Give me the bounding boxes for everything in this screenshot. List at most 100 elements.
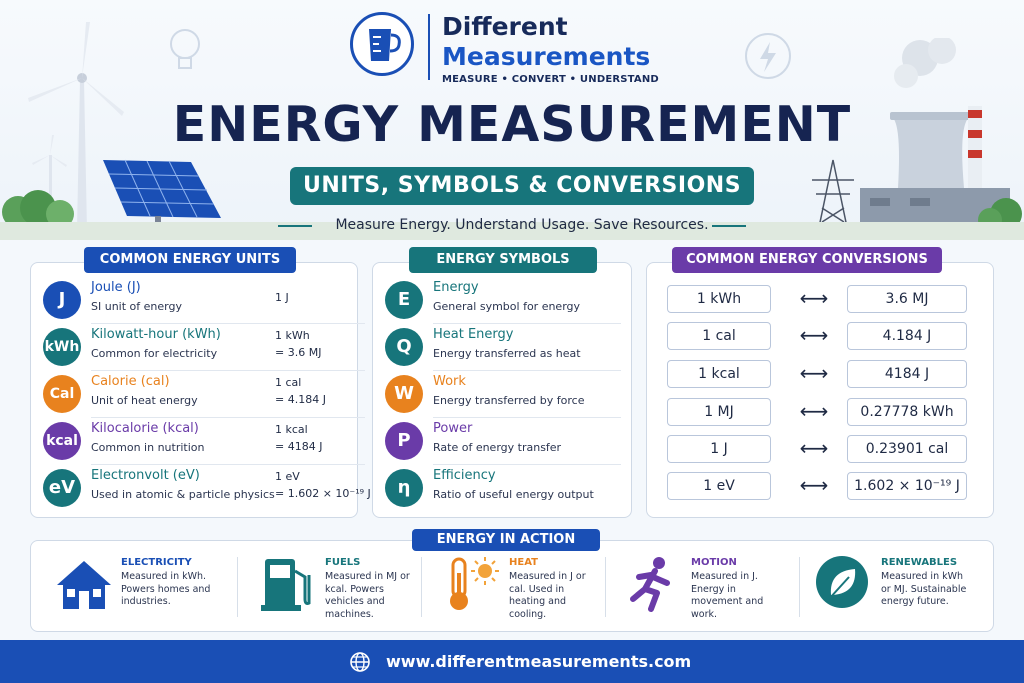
brand-logo[interactable]: Different Measurements MEASURE • CONVERT…	[350, 10, 660, 88]
unit-equivalent: = 4184 J	[275, 440, 323, 453]
symbols-panel: E Energy General symbol for energy Q Hea…	[372, 262, 632, 518]
trees-icon	[2, 190, 74, 228]
unit-row-electronvolt: eV Electronvolt (eV) Used in atomic & pa…	[43, 465, 371, 511]
symbol-name: Energy	[433, 280, 479, 295]
unit-symbol-badge: eV	[43, 469, 81, 507]
website-link[interactable]: www.differentmeasurements.com	[386, 652, 692, 671]
row-divider	[433, 323, 621, 324]
lightning-icon	[745, 33, 791, 79]
unit-equivalent: = 1.602 × 10⁻¹⁹ J	[275, 487, 371, 500]
page-subtitle: UNITS, SYMBOLS & CONVERSIONS	[290, 167, 754, 205]
footer-bar: www.differentmeasurements.com	[0, 640, 1024, 683]
conversion-from: 1 kWh	[667, 285, 771, 313]
symbols-panel-title: ENERGY SYMBOLS	[409, 247, 597, 273]
conversion-from: 1 kcal	[667, 360, 771, 388]
action-desc: Measured in kWh. Powers homes and indust…	[121, 571, 211, 607]
action-desc: Measured in J. Energy in movement and wo…	[691, 571, 764, 620]
conversion-to: 0.23901 cal	[847, 435, 967, 463]
tagline-rule-left	[278, 225, 312, 227]
row-divider	[91, 417, 365, 418]
conversion-to: 1.602 × 10⁻¹⁹ J	[847, 472, 967, 500]
unit-symbol-badge: J	[43, 281, 81, 319]
small-wind-turbine-icon	[32, 135, 67, 225]
symbol-name: Heat Energy	[433, 327, 514, 342]
unit-desc: Unit of heat energy	[91, 394, 198, 407]
globe-icon	[350, 652, 370, 672]
conversion-row: 1 MJ ⟷ 0.27778 kWh	[667, 398, 967, 426]
symbol-desc: Energy transferred as heat	[433, 347, 581, 360]
action-desc: Measured in kWh or MJ. Sustainable energ…	[881, 571, 967, 607]
action-separator	[237, 557, 238, 617]
brand-name-line2: Measurements	[442, 42, 651, 71]
tagline-rule-right	[712, 225, 746, 227]
unit-equivalent: = 3.6 MJ	[275, 346, 322, 359]
units-panel: J Joule (J) SI unit of energy 1 J kWh Ki…	[30, 262, 371, 518]
symbol-desc: Energy transferred by force	[433, 394, 585, 407]
row-divider	[433, 370, 621, 371]
conversion-row: 1 eV ⟷ 1.602 × 10⁻¹⁹ J	[667, 472, 967, 500]
conversion-from: 1 cal	[667, 322, 771, 350]
unit-equivalent: = 4.184 J	[275, 393, 326, 406]
action-item-electricity: ELECTRICITY Measured in kWh. Powers home…	[55, 555, 225, 625]
action-separator	[605, 557, 606, 617]
symbol-badge: P	[385, 422, 423, 460]
page-tagline: Measure Energy. Understand Usage. Save R…	[335, 217, 709, 233]
unit-name: Kilocalorie (kcal)	[91, 421, 199, 436]
double-arrow-icon: ⟷	[799, 399, 829, 423]
house-icon	[57, 561, 111, 609]
header-banner: Different Measurements MEASURE • CONVERT…	[0, 0, 1024, 240]
double-arrow-icon: ⟷	[799, 473, 829, 497]
symbol-badge: Q	[385, 328, 423, 366]
leaf-icon	[816, 556, 868, 608]
action-name: MOTION	[691, 557, 737, 568]
symbol-badge: W	[385, 375, 423, 413]
energy-in-action-title: ENERGY IN ACTION	[412, 529, 600, 551]
conversion-from: 1 J	[667, 435, 771, 463]
unit-desc: Common for electricity	[91, 347, 218, 360]
action-item-motion: MOTION Measured in J. Energy in movement…	[625, 555, 795, 625]
symbol-row-efficiency: η Efficiency Ratio of useful energy outp…	[385, 465, 621, 511]
conversion-to: 4.184 J	[847, 322, 967, 350]
action-item-renewables: RENEWABLES Measured in kWh or MJ. Sustai…	[815, 555, 985, 625]
brand-tagline: MEASURE • CONVERT • UNDERSTAND	[442, 74, 659, 85]
unit-row-kilocalorie: kcal Kilocalorie (kcal) Common in nutrit…	[43, 418, 365, 465]
unit-value: 1 cal	[275, 376, 302, 389]
thermometer-sun-icon	[450, 557, 499, 610]
conversion-from: 1 eV	[667, 472, 771, 500]
unit-name: Calorie (cal)	[91, 374, 170, 389]
unit-symbol-badge: kWh	[43, 328, 81, 366]
page-title: ENERGY MEASUREMENT	[172, 96, 852, 153]
row-divider	[433, 417, 621, 418]
unit-desc: Used in atomic & particle physics	[91, 488, 275, 501]
action-name: FUELS	[325, 557, 361, 568]
wind-turbine-icon	[28, 22, 124, 230]
symbol-row-heat: Q Heat Energy Energy transferred as heat	[385, 324, 621, 371]
running-person-icon	[630, 557, 670, 612]
symbol-row-work: W Work Energy transferred by force	[385, 371, 621, 418]
action-separator	[421, 557, 422, 617]
double-arrow-icon: ⟷	[799, 286, 829, 310]
solar-panel-icon	[103, 159, 221, 230]
conversions-panel-title: COMMON ENERGY CONVERSIONS	[672, 247, 942, 273]
conversion-row: 1 kWh ⟷ 3.6 MJ	[667, 285, 967, 313]
conversion-row: 1 J ⟷ 0.23901 cal	[667, 435, 967, 463]
symbol-badge: E	[385, 281, 423, 319]
symbol-name: Work	[433, 374, 466, 389]
symbol-desc: Rate of energy transfer	[433, 441, 562, 454]
symbol-badge: η	[385, 469, 423, 507]
units-panel-title: COMMON ENERGY UNITS	[84, 247, 296, 273]
symbol-row-power: P Power Rate of energy transfer	[385, 418, 621, 465]
action-item-heat: HEAT Measured in J or cal. Used in heati…	[443, 555, 603, 625]
conversion-row: 1 cal ⟷ 4.184 J	[667, 322, 967, 350]
conversion-to: 3.6 MJ	[847, 285, 967, 313]
action-name: HEAT	[509, 557, 538, 568]
unit-value: 1 eV	[275, 470, 300, 483]
brand-name-line1: Different	[442, 12, 568, 41]
unit-name: Kilowatt-hour (kWh)	[91, 327, 221, 342]
unit-row-joule: J Joule (J) SI unit of energy 1 J	[43, 277, 365, 324]
double-arrow-icon: ⟷	[799, 323, 829, 347]
symbol-name: Power	[433, 421, 473, 436]
conversions-panel: 1 kWh ⟷ 3.6 MJ 1 cal ⟷ 4.184 J 1 kcal ⟷ …	[646, 262, 994, 518]
conversion-to: 4184 J	[847, 360, 967, 388]
action-name: ELECTRICITY	[121, 557, 192, 568]
